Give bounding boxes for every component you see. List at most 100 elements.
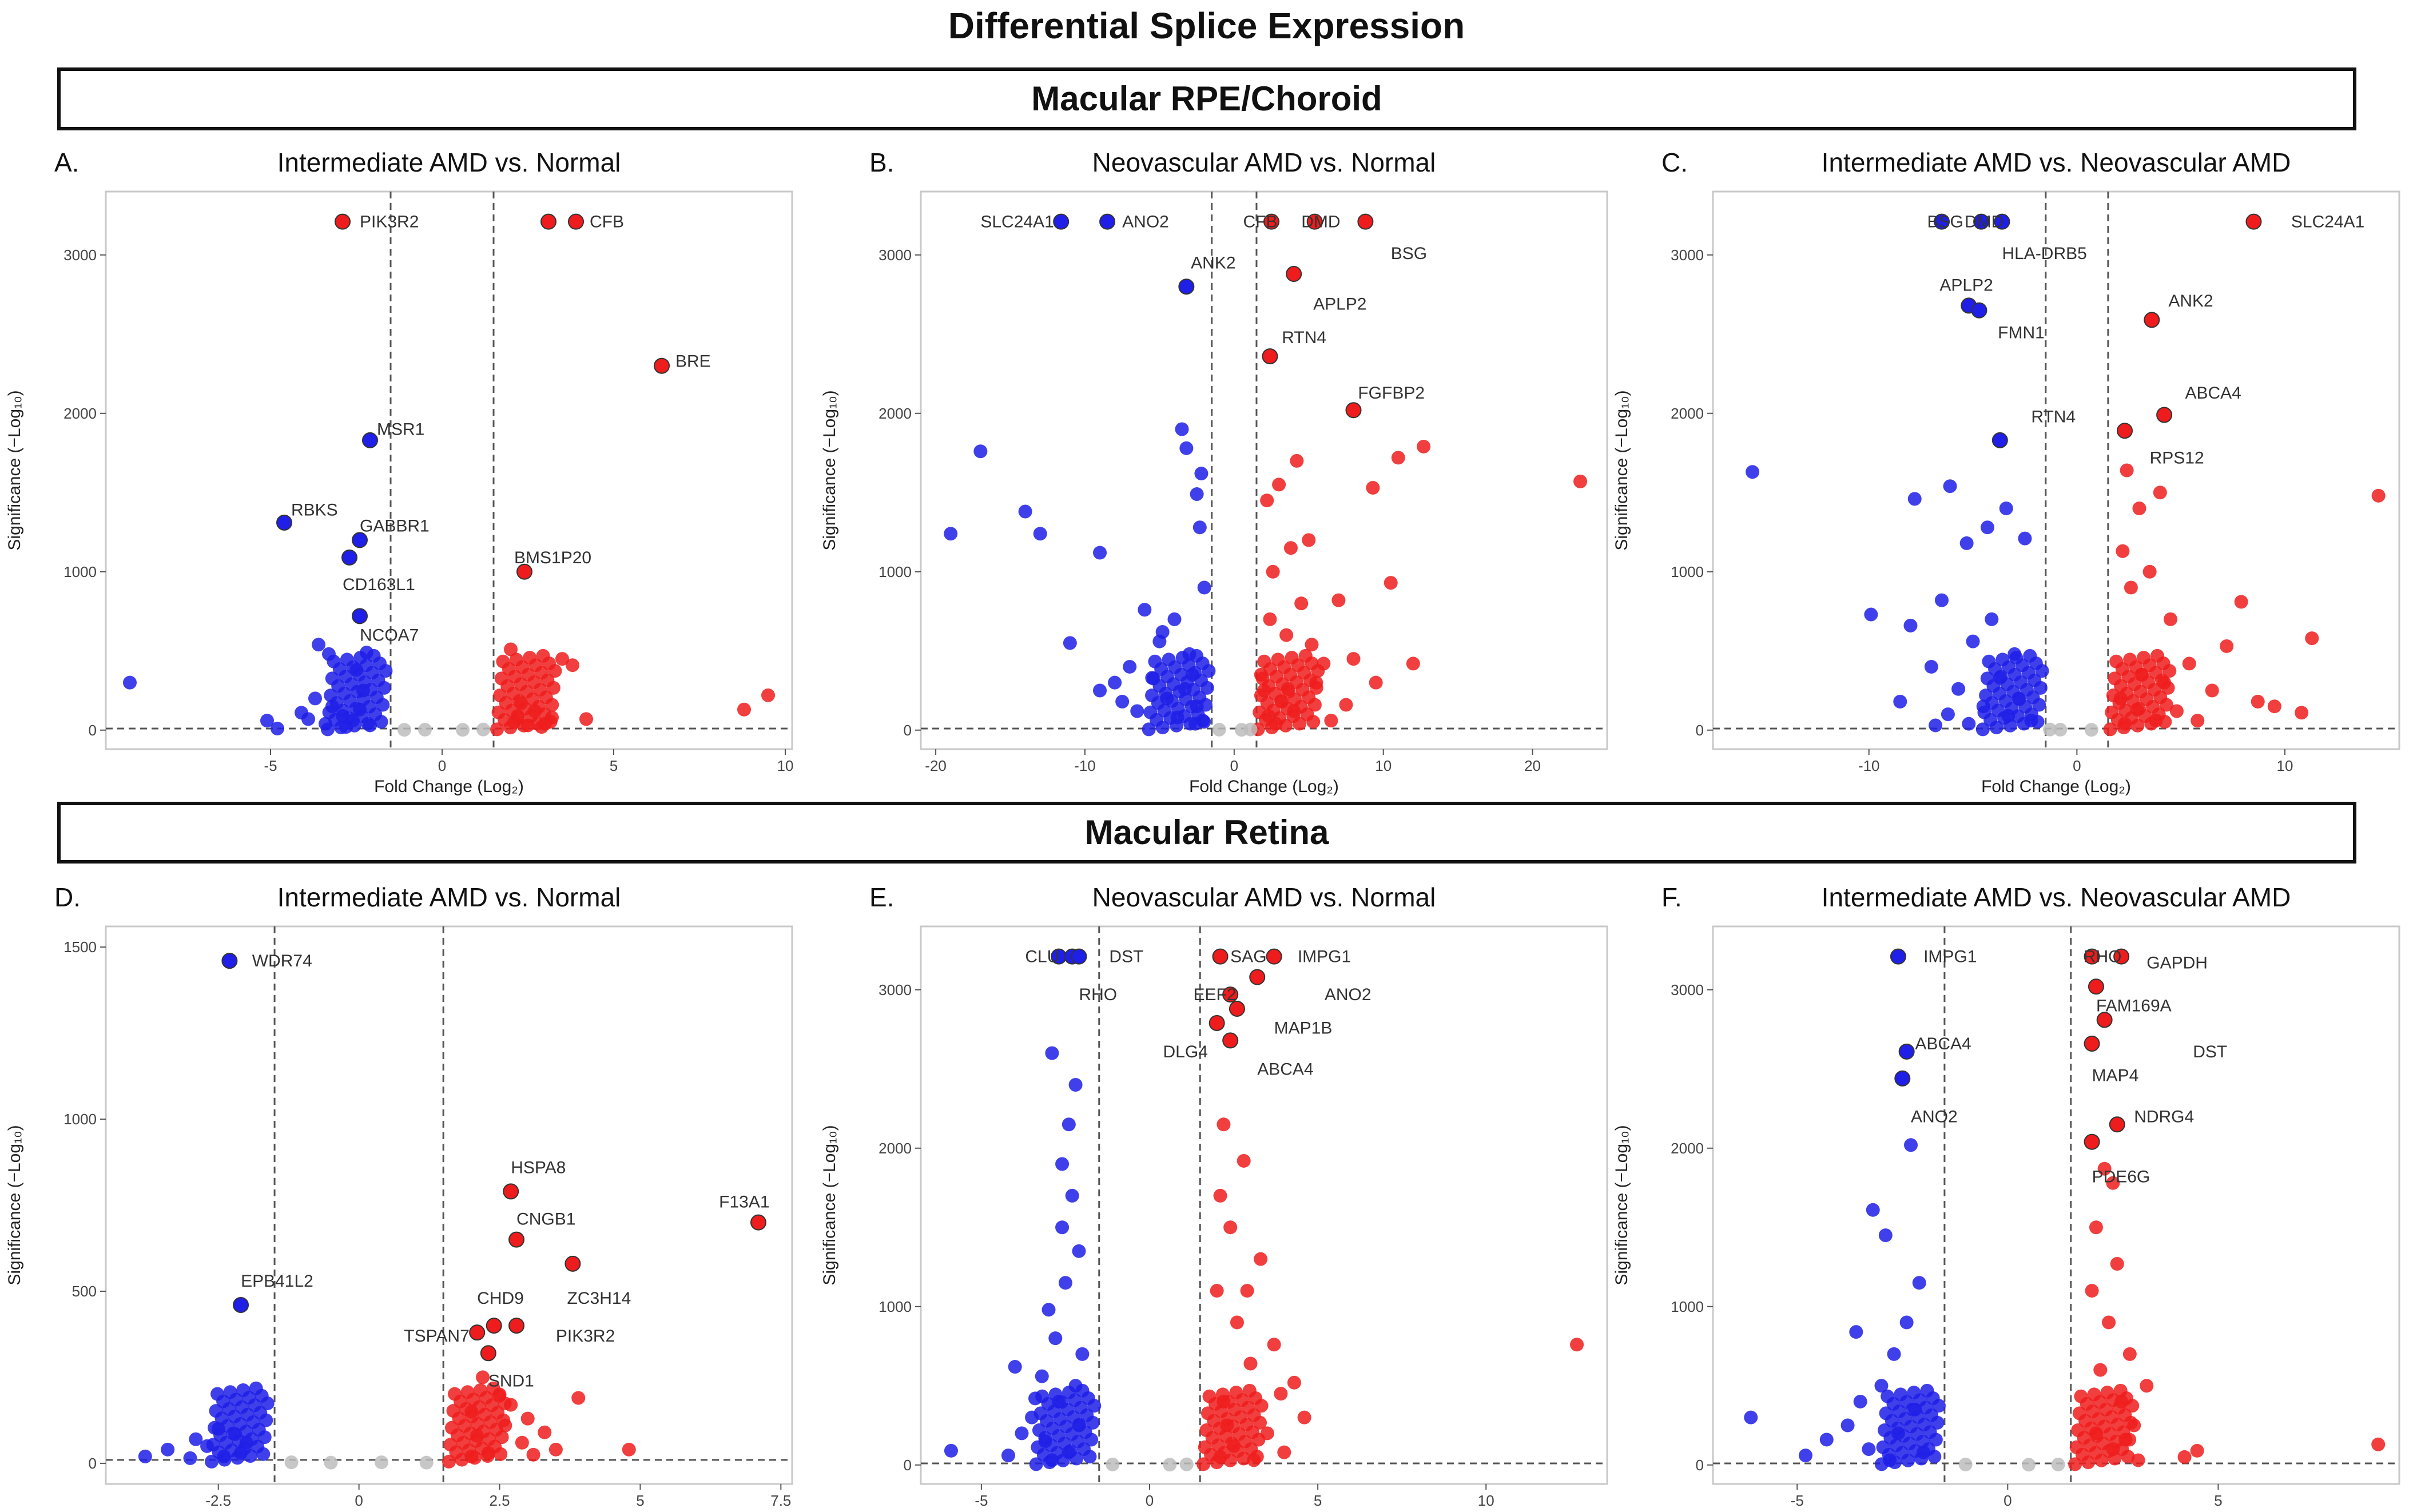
data-point (1160, 670, 1174, 684)
data-point (1001, 1449, 1015, 1463)
labeled-point (1266, 948, 1282, 965)
data-point (205, 1454, 219, 1469)
data-point (1029, 1457, 1043, 1471)
data-point (456, 723, 470, 737)
data-point (252, 1423, 266, 1437)
data-point (2043, 722, 2057, 737)
panel-letter: B. (869, 148, 894, 177)
data-point (1966, 634, 1980, 648)
data-point (2124, 580, 2138, 595)
data-point (1570, 1338, 1584, 1352)
gene-label: ANO2 (1122, 213, 1169, 232)
gene-label: NCOA7 (360, 626, 419, 645)
data-point (2089, 1220, 2103, 1235)
gene-label: ANO2 (1911, 1107, 1958, 1126)
labeled-point (2084, 948, 2100, 965)
data-point (515, 1435, 529, 1450)
data-point (1269, 670, 1283, 684)
data-point (1055, 1220, 1070, 1235)
data-point (1068, 1077, 1083, 1092)
y-tick-label: 0 (904, 1457, 912, 1474)
data-point (1904, 1138, 1918, 1152)
data-point (2182, 656, 2196, 671)
data-point (1798, 1449, 1812, 1463)
y-tick-label: 3000 (63, 246, 97, 264)
data-point (2108, 671, 2122, 686)
gene-label: APLP2 (1939, 276, 1993, 295)
y-axis-label: Significance (−Log₁₀) (820, 390, 839, 550)
data-point (2103, 1427, 2117, 1441)
data-point (451, 1428, 465, 1442)
data-point (973, 444, 988, 459)
labeled-point (2096, 1012, 2113, 1028)
data-point (1155, 625, 1170, 639)
data-point (1182, 647, 1196, 661)
data-point (492, 1387, 507, 1402)
data-point (1086, 1415, 1100, 1430)
labeled-point (362, 432, 378, 448)
gene-label: EEF2 (1193, 985, 1236, 1004)
x-tick-label: 10 (1375, 757, 1392, 774)
data-point (189, 1432, 203, 1446)
data-point (1892, 1404, 1906, 1419)
data-point (1924, 659, 1938, 674)
data-point (1197, 580, 1211, 595)
gene-label: PIK3R2 (360, 213, 419, 232)
data-point (1866, 1203, 1880, 1217)
plot-frame (105, 190, 793, 750)
data-point (1220, 1418, 1234, 1433)
gene-label: SLC24A1 (2291, 213, 2364, 232)
gene-label: DMD (1965, 213, 2003, 232)
gene-label: EPB41L2 (241, 1272, 313, 1291)
data-point (369, 690, 384, 705)
data-point (1930, 1415, 1945, 1430)
data-point (1200, 681, 1214, 695)
y-tick-label: 1000 (63, 1111, 97, 1128)
data-point (259, 1413, 273, 1427)
data-point (1290, 453, 1304, 468)
gene-label: NDRG4 (2134, 1107, 2194, 1126)
data-point (1917, 1445, 1931, 1459)
gene-label: RHO (2084, 948, 2122, 966)
data-point (1202, 664, 1216, 678)
data-point (1266, 564, 1280, 579)
gene-label: ABCA4 (1915, 1034, 1971, 1053)
data-point (2051, 1457, 2065, 1471)
data-point (2007, 667, 2022, 682)
x-tick-label: -20 (925, 757, 947, 774)
y-tick-label: 2000 (1671, 405, 1704, 422)
data-point (1369, 675, 1383, 690)
labeled-point (276, 514, 292, 531)
labeled-point (221, 953, 238, 969)
data-point (1929, 718, 1943, 733)
data-point (1123, 659, 1137, 674)
data-point (2251, 694, 2265, 709)
data-point (1108, 675, 1122, 690)
data-point (1366, 480, 1380, 495)
panel-letter: E. (869, 882, 894, 912)
y-tick-label: 0 (89, 1455, 97, 1472)
data-point (566, 658, 579, 673)
data-point (1257, 683, 1271, 698)
labeled-point (2109, 1116, 2125, 1133)
labeled-point (508, 1318, 525, 1334)
data-point (336, 709, 349, 723)
gene-label: ANK2 (2168, 292, 2213, 311)
data-point (1279, 628, 1294, 642)
x-tick-label: -10 (1074, 757, 1096, 774)
gene-label: SAG (1230, 948, 1266, 966)
data-point (2024, 714, 2038, 728)
data-point (622, 1442, 636, 1457)
data-point (1072, 1418, 1086, 1433)
gene-label: RTN4 (2031, 407, 2076, 426)
data-point (1190, 487, 1204, 502)
data-point (476, 1370, 490, 1384)
data-point (508, 670, 522, 684)
panel-letter: A. (54, 148, 79, 177)
y-tick-label: 0 (904, 722, 912, 739)
x-tick-label: -10 (1858, 757, 1880, 774)
panel-title: Neovascular AMD vs. Normal (1092, 882, 1436, 912)
data-point (1853, 1394, 1867, 1408)
labeled-point (1229, 1001, 1245, 1017)
data-point (2157, 675, 2172, 690)
